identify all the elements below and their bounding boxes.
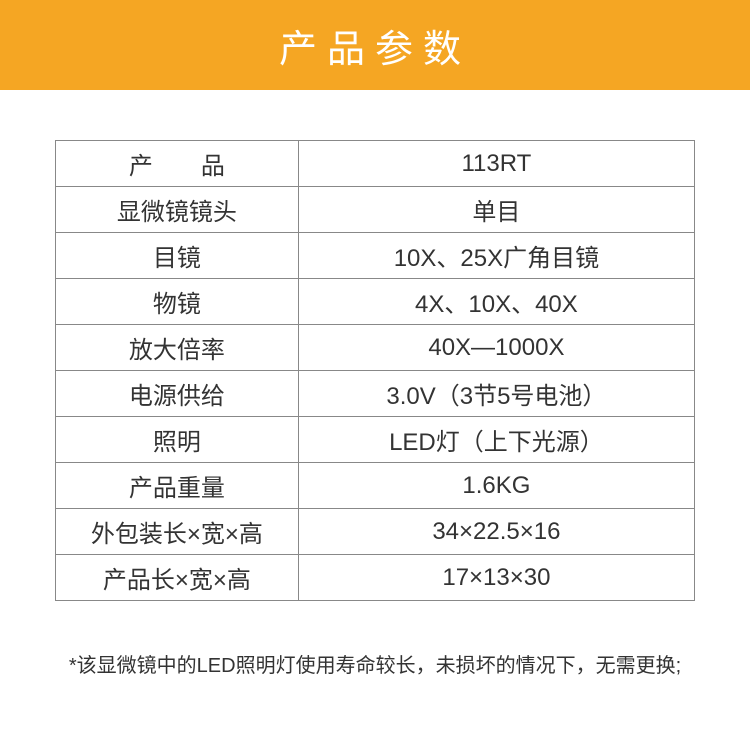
spec-value: 3.0V（3节5号电池） [298, 371, 694, 417]
spec-value: LED灯（上下光源） [298, 417, 694, 463]
table-row: 显微镜镜头 单目 [56, 187, 695, 233]
content-area: 产 品 113RT 显微镜镜头 单目 目镜 10X、25X广角目镜 物镜 4X、… [0, 90, 750, 753]
table-row: 产 品 113RT [56, 141, 695, 187]
spec-table: 产 品 113RT 显微镜镜头 单目 目镜 10X、25X广角目镜 物镜 4X、… [55, 140, 695, 601]
table-row: 产品重量 1.6KG [56, 463, 695, 509]
spec-label: 目镜 [56, 233, 299, 279]
spec-value: 40X—1000X [298, 325, 694, 371]
spec-value: 1.6KG [298, 463, 694, 509]
spec-label: 显微镜镜头 [56, 187, 299, 233]
spec-label: 电源供给 [56, 371, 299, 417]
spec-value: 单目 [298, 187, 694, 233]
table-row: 目镜 10X、25X广角目镜 [56, 233, 695, 279]
spec-value: 113RT [298, 141, 694, 187]
spec-value: 17×13×30 [298, 555, 694, 601]
table-row: 照明 LED灯（上下光源） [56, 417, 695, 463]
table-row: 放大倍率 40X—1000X [56, 325, 695, 371]
footnote-text: *该显微镜中的LED照明灯使用寿命较长，未损坏的情况下，无需更换; [55, 649, 695, 678]
table-row: 物镜 4X、10X、40X [56, 279, 695, 325]
table-row: 电源供给 3.0V（3节5号电池） [56, 371, 695, 417]
spec-table-body: 产 品 113RT 显微镜镜头 单目 目镜 10X、25X广角目镜 物镜 4X、… [56, 141, 695, 601]
spec-value: 10X、25X广角目镜 [298, 233, 694, 279]
table-row: 产品长×宽×高 17×13×30 [56, 555, 695, 601]
spec-label: 产 品 [56, 141, 299, 187]
header-bar: 产品参数 [0, 0, 750, 90]
page-title: 产品参数 [279, 18, 471, 73]
table-row: 外包装长×宽×高 34×22.5×16 [56, 509, 695, 555]
spec-label: 物镜 [56, 279, 299, 325]
spec-label: 放大倍率 [56, 325, 299, 371]
spec-value: 34×22.5×16 [298, 509, 694, 555]
spec-label: 外包装长×宽×高 [56, 509, 299, 555]
spec-value: 4X、10X、40X [298, 279, 694, 325]
spec-label: 照明 [56, 417, 299, 463]
spec-label: 产品长×宽×高 [56, 555, 299, 601]
spec-label: 产品重量 [56, 463, 299, 509]
